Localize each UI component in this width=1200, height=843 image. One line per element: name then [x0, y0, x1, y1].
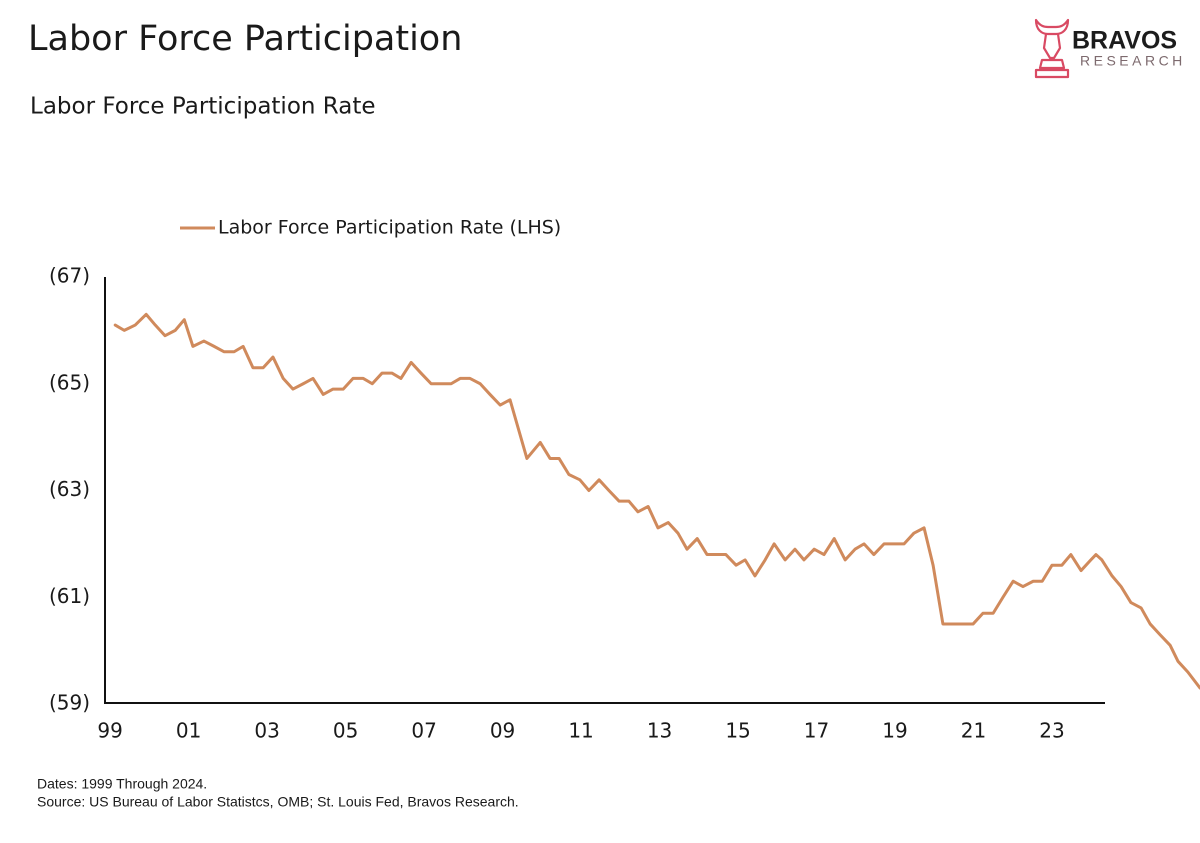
- x-tick-label: 15: [725, 719, 750, 743]
- chart-subtitle: Labor Force Participation Rate: [30, 94, 376, 120]
- x-tick-label: 23: [1039, 719, 1064, 743]
- x-tick-label: 13: [647, 719, 672, 743]
- x-tick-label: 01: [176, 719, 201, 743]
- y-tick-label: (59): [49, 691, 90, 715]
- x-tick-label: 11: [568, 719, 593, 743]
- x-tick-label: 07: [411, 719, 436, 743]
- x-tick-label: 19: [882, 719, 907, 743]
- y-tick-label: (67): [49, 264, 90, 288]
- x-tick-label: 05: [333, 719, 358, 743]
- legend-label: Labor Force Participation Rate (LHS): [218, 217, 561, 239]
- logo-icon: [1034, 18, 1070, 79]
- y-tick-label: (63): [49, 477, 90, 501]
- footnote: Source: US Bureau of Labor Statistcs, OM…: [37, 794, 519, 810]
- logo-tagline: RESEARCH: [1080, 53, 1186, 69]
- y-tick-label: (61): [49, 584, 90, 608]
- data-line: [113, 312, 1200, 690]
- x-tick-label: 03: [254, 719, 279, 743]
- x-tick-label: 99: [97, 719, 122, 743]
- footnote: Dates: 1999 Through 2024.: [37, 776, 207, 792]
- x-tick-label: 21: [961, 719, 986, 743]
- x-tick-label: 09: [490, 719, 515, 743]
- x-tick-label: 17: [804, 719, 829, 743]
- y-tick-label: (65): [49, 370, 90, 394]
- logo-name: BRAVOS: [1072, 27, 1177, 55]
- chart-title: Labor Force Participation: [28, 19, 462, 59]
